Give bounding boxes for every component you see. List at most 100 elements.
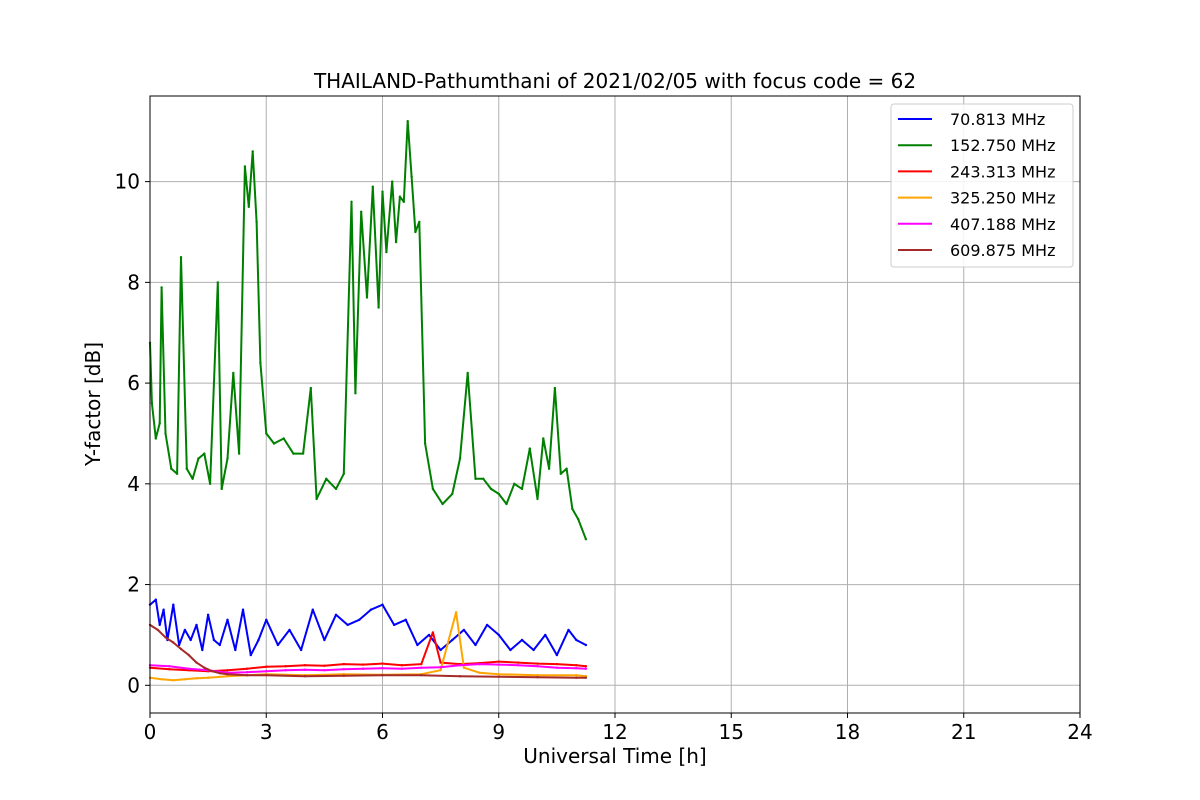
data-point <box>311 608 314 611</box>
x-tick-label: 12 <box>602 720 627 744</box>
data-point <box>536 676 539 679</box>
x-tick-label: 9 <box>492 720 505 744</box>
legend-label: 70.813 MHz <box>950 110 1045 129</box>
data-point <box>168 668 171 671</box>
data-point <box>179 647 183 651</box>
legend-label: 325.250 MHz <box>950 189 1055 208</box>
data-point <box>416 643 419 647</box>
data-point <box>414 230 417 234</box>
data-point <box>544 633 547 637</box>
data-point <box>172 641 175 644</box>
data-point <box>342 662 345 666</box>
data-point <box>195 677 198 680</box>
data-point <box>404 618 407 621</box>
x-tick-label: 6 <box>376 720 389 744</box>
data-point <box>474 643 477 647</box>
data-point <box>451 638 454 642</box>
data-point <box>520 638 524 642</box>
data-point <box>559 472 562 475</box>
data-point <box>162 608 165 611</box>
legend-label: 152.750 MHz <box>950 136 1055 155</box>
data-point <box>391 180 394 183</box>
data-point <box>323 664 326 667</box>
data-point <box>292 452 295 455</box>
data-point <box>259 361 262 365</box>
data-point <box>565 467 568 470</box>
y-tick-label: 4 <box>127 472 140 496</box>
data-point <box>237 452 241 455</box>
data-point <box>265 432 268 435</box>
data-point <box>431 487 435 491</box>
y-axis-label: Y-factor [dB] <box>81 342 105 467</box>
data-point <box>474 477 477 480</box>
data-point <box>170 467 173 470</box>
data-point <box>555 653 559 657</box>
data-point <box>203 666 206 669</box>
series-layer <box>148 120 588 682</box>
data-point <box>183 678 187 681</box>
data-point <box>584 538 588 541</box>
data-point <box>212 638 216 642</box>
data-point <box>410 175 413 178</box>
data-point <box>381 603 384 606</box>
data-point <box>431 631 435 634</box>
data-point <box>346 623 349 627</box>
data-point <box>301 452 305 455</box>
data-point <box>218 643 221 647</box>
data-point <box>392 623 396 627</box>
data-point <box>189 638 192 642</box>
data-point <box>369 608 373 611</box>
data-point <box>334 487 338 491</box>
x-tick-label: 0 <box>144 720 157 744</box>
data-point <box>439 648 442 652</box>
data-point <box>195 623 198 627</box>
data-point <box>323 669 326 672</box>
data-point <box>172 603 175 606</box>
data-point <box>245 667 249 670</box>
data-point <box>226 669 229 672</box>
y-tick-label: 10 <box>115 170 140 194</box>
data-point <box>195 661 198 664</box>
data-point <box>255 220 258 224</box>
data-point <box>243 165 247 168</box>
data-point <box>509 648 512 652</box>
x-tick-label: 21 <box>951 720 976 744</box>
data-point <box>575 674 578 677</box>
data-point <box>150 402 154 405</box>
data-point <box>160 286 163 289</box>
data-point <box>462 666 466 669</box>
data-point <box>567 628 570 632</box>
data-point <box>206 613 210 616</box>
data-point <box>299 648 303 652</box>
data-point <box>406 120 409 123</box>
data-point <box>536 665 539 668</box>
data-point <box>575 676 578 679</box>
data-point <box>315 497 318 501</box>
data-point <box>381 662 384 665</box>
data-point <box>175 472 179 475</box>
data-point <box>168 665 171 668</box>
data-point <box>179 256 183 259</box>
data-point <box>361 663 365 666</box>
data-point <box>158 623 161 627</box>
data-point <box>575 638 578 642</box>
data-point <box>187 653 190 657</box>
data-point <box>187 667 190 670</box>
data-point <box>420 662 423 666</box>
data-point <box>575 667 578 670</box>
data-point <box>381 667 384 670</box>
data-point <box>303 668 307 671</box>
legend-box <box>890 103 1074 268</box>
data-point <box>342 668 345 671</box>
data-point <box>485 623 489 627</box>
data-point <box>257 638 260 642</box>
data-point <box>206 676 210 679</box>
data-point <box>183 628 187 632</box>
data-point <box>245 674 249 677</box>
data-point <box>160 678 163 681</box>
data-point <box>584 667 588 670</box>
data-point <box>197 457 200 460</box>
data-point <box>497 673 500 676</box>
data-point <box>172 679 175 682</box>
data-point <box>234 648 237 652</box>
